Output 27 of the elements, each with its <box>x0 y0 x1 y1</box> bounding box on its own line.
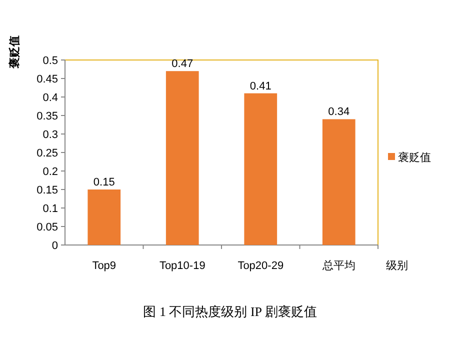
y-tick-label: 0.45 <box>36 74 58 86</box>
bar <box>322 119 356 245</box>
x-tick-label: 总平均 <box>321 259 356 272</box>
y-tick-label: 0.15 <box>36 184 58 196</box>
data-label: 0.15 <box>93 176 115 188</box>
x-tick-label: Top10-19 <box>159 260 206 272</box>
y-tick-label: 0.4 <box>42 92 58 104</box>
y-axis-title: 褒贬值 <box>8 36 21 70</box>
x-axis-title: 级别 <box>386 260 408 272</box>
y-tick-label: 0.25 <box>36 148 58 160</box>
x-tick-label: Top20-29 <box>238 260 284 272</box>
data-label: 0.34 <box>328 106 350 118</box>
x-tick-label: Top9 <box>92 260 116 272</box>
y-tick-label: 0.3 <box>42 129 58 141</box>
bar <box>166 71 199 245</box>
y-tick-label: 0.05 <box>36 222 58 234</box>
legend-label: 褒贬值 <box>398 151 431 164</box>
bar <box>244 93 278 245</box>
data-label: 0.41 <box>250 80 272 92</box>
y-tick-label: 0.5 <box>42 55 58 67</box>
y-tick-label: 0.1 <box>42 203 58 215</box>
bar <box>88 190 121 245</box>
text: 图 1 不同热度级别 IP 剧褒贬值 <box>143 304 317 319</box>
y-tick-label: 0.2 <box>42 166 58 178</box>
y-tick-label: 0.35 <box>36 110 58 122</box>
data-label: 0.47 <box>172 58 194 70</box>
y-tick-label: 0 <box>52 240 58 252</box>
